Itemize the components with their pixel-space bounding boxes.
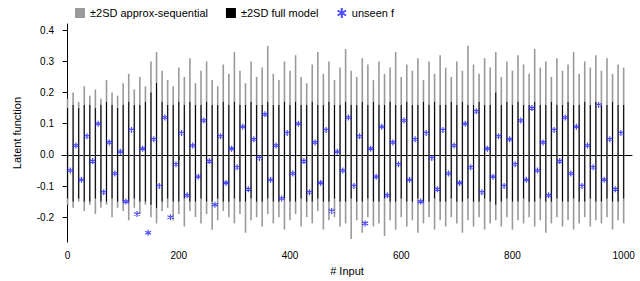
svg-text:-0.2: -0.2 [37,212,55,223]
svg-text:0.4: 0.4 [40,25,54,36]
svg-text:±2SD full model: ±2SD full model [241,7,319,19]
svg-text:0.1: 0.1 [40,118,54,129]
svg-text:0.3: 0.3 [40,56,54,67]
svg-text:1000: 1000 [613,250,636,261]
svg-text:0: 0 [65,250,71,261]
svg-text:Latent function: Latent function [11,97,23,169]
svg-text:800: 800 [504,250,521,261]
svg-text:# Input: # Input [330,265,364,277]
svg-text:400: 400 [282,250,299,261]
svg-text:200: 200 [170,250,187,261]
svg-text:600: 600 [393,250,410,261]
svg-text:0.0: 0.0 [40,149,54,160]
svg-text:0.2: 0.2 [40,87,54,98]
svg-text:unseen f: unseen f [352,7,395,19]
svg-text:-0.1: -0.1 [37,181,55,192]
svg-text:±2SD approx-sequential: ±2SD approx-sequential [90,7,208,19]
